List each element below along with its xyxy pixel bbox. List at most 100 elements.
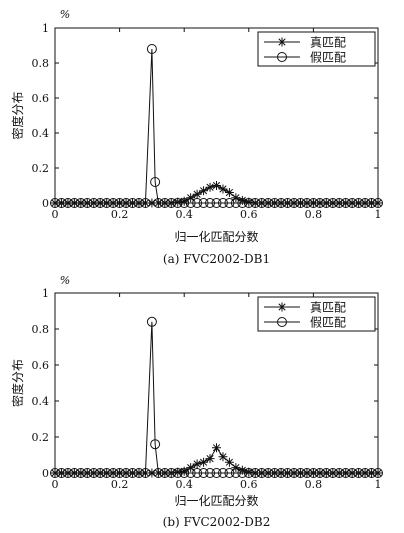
series-1-1-point-21 [179,468,190,478]
y-tick-label-1-0: 0 [42,467,49,480]
series-1-1-point-40 [301,468,312,478]
series-0-1-point-48 [353,198,364,208]
series-1-1-point-18 [159,468,170,478]
series-1-1-point-12 [127,468,138,478]
y-tick-label-1-1: 0.2 [32,431,50,444]
series-0-1-point-14 [140,198,151,208]
series-1-1-point-30 [237,468,248,478]
series-0-1-point-0 [50,198,60,208]
series-0-1-point-30 [237,198,248,208]
y-tick-label-0-0: 0 [42,197,49,210]
series-1-1-point-39 [295,468,306,478]
series-0-1-point-26 [211,198,222,208]
series-0-0-point-26 [218,184,228,194]
series-0-1-point-46 [340,198,351,208]
series-1-1-point-24 [198,468,209,478]
series-0-1-point-1 [56,198,67,208]
series-0-1-point-12 [127,198,138,208]
y-tick-label-1-2: 0.4 [32,395,50,408]
series-1-0-point-21 [186,463,196,473]
series-0-1-point-39 [295,198,306,208]
series-line-1-1 [55,321,378,474]
legend-label-1-1: 假匹配 [310,316,346,330]
x-tick-label-0-3: 0.6 [240,208,258,221]
series-0-1-point-42 [314,198,325,208]
series-1-1-point-31 [243,468,254,478]
series-1-0-point-22 [192,459,202,469]
series-1-0-point-28 [231,463,241,473]
series-1-0-point-29 [237,465,247,475]
series-0-1-point-38 [289,198,300,208]
x-axis-label-0: 归一化匹配分数 [174,229,258,244]
series-0-1-point-7 [95,198,106,208]
y-tick-label-1-5: 1 [42,287,49,300]
series-0-1-point-32 [250,198,261,208]
series-0-1-point-44 [327,198,338,208]
series-0-1-point-10 [114,198,125,208]
series-1-0-point-19 [173,467,183,477]
series-0-1-point-5 [82,198,93,208]
series-1-1-point-43 [321,468,332,478]
series-0-1-point-3 [69,198,80,208]
series-0-1-point-47 [347,198,358,208]
series-1-0-point-30 [244,467,254,477]
series-0-1-point-49 [360,198,371,208]
series-0-1-point-18 [159,198,170,208]
series-1-1-point-19 [166,468,177,478]
x-axis-label-1: 归一化匹配分数 [174,493,258,508]
series-1-1-point-17 [153,468,164,478]
series-0-1-point-15 [146,44,157,54]
series-1-1-point-50 [366,468,377,478]
y-tick-label-1-4: 0.8 [32,323,50,336]
legend-star-marker-0 [277,37,287,47]
series-1-1-point-23 [192,468,203,478]
x-tick-label-0-5: 1 [375,208,382,221]
series-0-1-point-37 [282,198,293,208]
series-1-0-point-24 [205,454,215,464]
series-1-1-point-35 [269,468,280,478]
series-1-1-point-38 [289,468,300,478]
legend-0 [257,31,376,67]
x-tick-label-0-4: 0.8 [305,208,323,221]
series-1-1-point-10 [114,468,125,478]
series-1-1-point-29 [230,468,241,478]
series-0-1-point-16 [150,177,161,187]
series-1-0-point-25 [212,443,221,453]
series-1-1-point-37 [282,468,293,478]
y-tick-label-0-4: 0.8 [32,57,50,70]
y-tick-label-0-1: 0.2 [32,162,50,175]
series-0-1-point-21 [179,198,190,208]
series-1-1-point-49 [360,468,371,478]
series-0-1-point-41 [308,198,319,208]
series-1-1-point-47 [347,468,358,478]
x-tick-label-1-5: 1 [375,478,382,491]
chart-caption-0: (a) FVC2002-DB1 [163,252,270,266]
legend-1 [257,296,376,332]
x-tick-label-0-1: 0.2 [111,208,129,221]
series-0-1-point-25 [205,198,216,208]
series-0-1-point-19 [166,198,177,208]
series-1-1-point-42 [314,468,325,478]
series-1-1-point-27 [217,468,228,478]
series-1-1-point-0 [50,468,60,478]
x-tick-label-1-0: 0 [52,478,59,491]
series-1-1-point-25 [205,468,216,478]
y-tick-label-0-2: 0.4 [32,127,50,140]
series-0-0-point-29 [237,195,247,205]
series-1-1-point-44 [327,468,338,478]
series-0-1-point-8 [101,198,112,208]
y-tick-label-0-3: 0.6 [32,92,50,105]
legend-label-0-1: 假匹配 [310,51,346,65]
x-tick-label-1-1: 0.2 [111,478,129,491]
series-line-0-1 [55,48,378,204]
series-0-1-point-9 [108,198,119,208]
series-1-1-point-16 [150,439,161,450]
series-1-1-point-46 [340,468,351,478]
series-0-1-point-24 [198,198,209,208]
x-tick-label-1-4: 0.8 [305,478,323,491]
legend-label-1-0: 真匹配 [310,301,346,315]
legend-label-0-0: 真匹配 [310,36,346,50]
y-unit-label-0: % [60,8,70,21]
series-0-0-point-22 [192,189,202,199]
series-0-1-point-27 [217,198,228,208]
